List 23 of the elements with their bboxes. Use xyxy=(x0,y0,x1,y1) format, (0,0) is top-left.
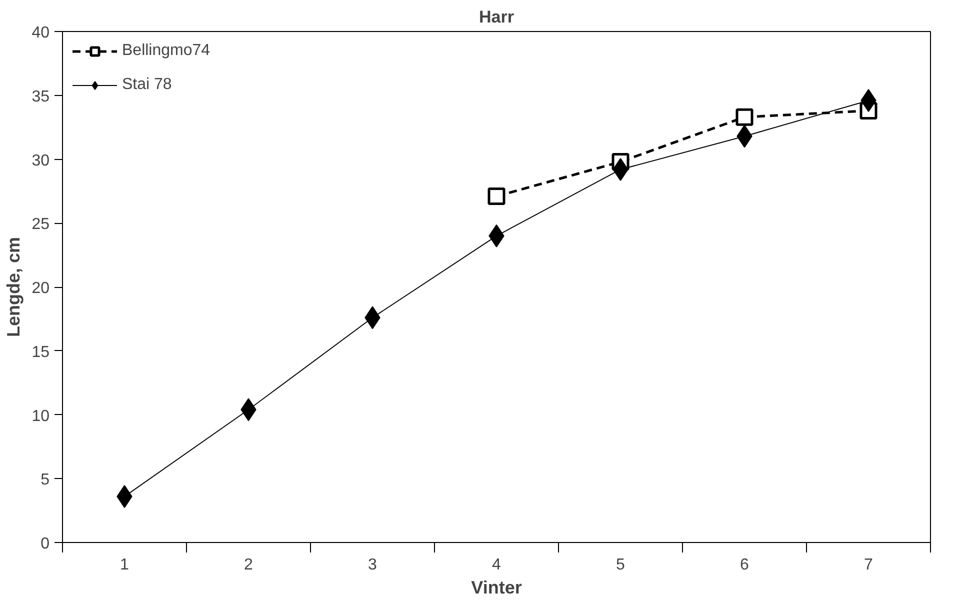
legend-label: Stai 78 xyxy=(122,76,172,94)
x-tick-label: 6 xyxy=(740,556,750,574)
point xyxy=(488,188,506,206)
x-axis-title: Vinter xyxy=(471,578,522,598)
y-tick-label: 0 xyxy=(40,536,50,552)
y-tick-label: 20 xyxy=(32,280,50,297)
chart-title: Harr xyxy=(479,8,514,26)
y-tick-label: 15 xyxy=(32,344,50,361)
point xyxy=(736,108,754,126)
x-tick-label: 7 xyxy=(864,556,874,574)
x-tick-label: 5 xyxy=(616,556,626,574)
x-tick-label: 2 xyxy=(244,556,254,574)
y-tick-label: 25 xyxy=(32,216,50,234)
y-tick-label: 5 xyxy=(40,472,50,489)
y-tick-label: 40 xyxy=(32,24,50,42)
legend-label: Bellingmo74 xyxy=(122,42,210,60)
x-tick-label: 1 xyxy=(120,556,130,574)
x-tick-label: 3 xyxy=(368,556,378,574)
y-tick-label: 10 xyxy=(32,408,50,425)
x-tick-label: 4 xyxy=(492,556,502,574)
y-axis-title: Lengde, cm xyxy=(4,236,24,338)
y-tick-label: 30 xyxy=(32,152,50,170)
y-tick-label: 35 xyxy=(32,88,50,106)
